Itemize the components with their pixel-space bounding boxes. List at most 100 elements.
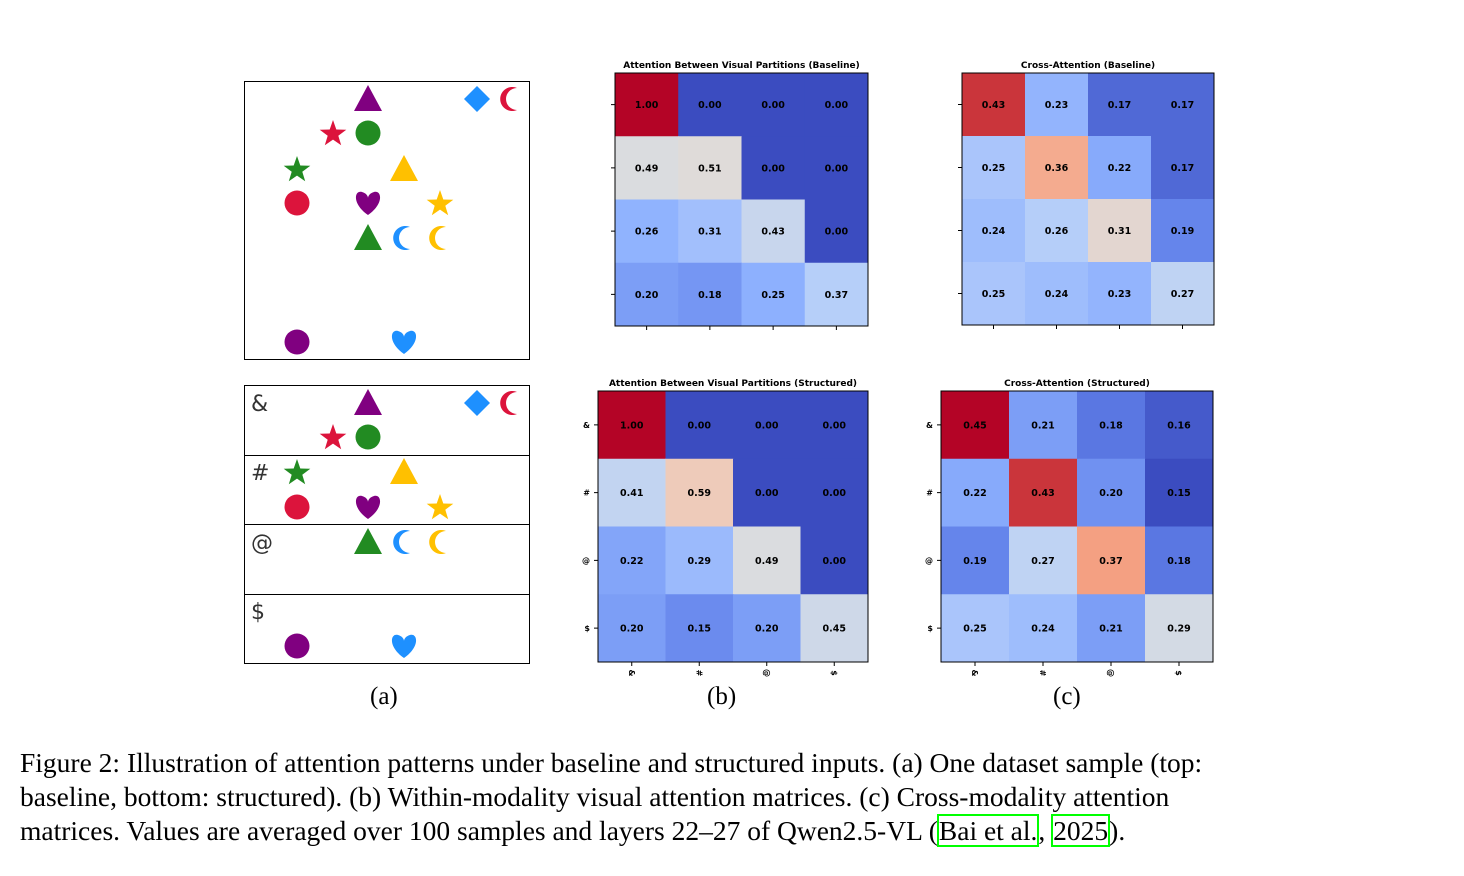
heatmap-frame [961,72,1215,326]
heatmap-cell-label: 0.25 [761,290,784,301]
crescent-icon [429,530,446,554]
circle-icon [284,633,310,659]
star-icon [319,120,347,146]
heatmap-cell-label: 0.00 [825,227,849,238]
heatmap-cell [941,458,1010,527]
heatmap-cell-label: 0.00 [823,420,847,431]
heatmap-title: Cross-Attention (Structured) [1004,379,1150,389]
heatmap-cell-label: 0.20 [635,290,659,301]
heatmap-title: Attention Between Visual Partitions (Bas… [623,61,860,71]
heatmap-cell [1025,136,1089,200]
heatmap-cell [1025,262,1089,326]
heatmap-cell-label: 0.00 [688,420,712,431]
star-icon [426,494,454,520]
citation-year-link[interactable]: 2025 [1051,814,1111,847]
crescent-icon [500,390,517,415]
heatmap-cell-label: 0.00 [761,100,785,111]
heatmap-cell-label: 0.59 [688,488,711,499]
heatmap-cell-label: 0.37 [825,290,848,301]
heatmap-cell-label: 0.24 [982,226,1006,237]
heatmap-cell [1151,136,1215,200]
star-icon [283,156,311,182]
heatmap-cell [1009,526,1078,595]
sublabel-c: (c) [1053,683,1081,710]
triangle-icon [390,458,418,484]
heatmap-cell-label: 0.43 [1031,488,1054,499]
x-tick-label: @ [1106,669,1115,677]
heatmap-cell-label: 0.21 [1031,420,1054,431]
citation-close: ). [1109,815,1126,846]
heatmap-cell [1088,199,1152,263]
heatmap-cell-label: 0.43 [982,100,1005,111]
heatmap-cell [741,199,806,264]
heatmap-cell-label: 0.45 [823,624,846,635]
heatmap-cell-label: 0.31 [698,227,721,238]
heatmap-cell [1145,391,1214,460]
heart-icon [355,495,381,519]
heatmap-cell-label: 0.31 [1108,226,1131,237]
diamond-icon [464,86,490,112]
heatmap-cell-label: 0.22 [620,556,643,567]
heatmap-cell [1088,73,1152,137]
heatmap-cell [1145,458,1214,527]
circle-icon [284,494,310,520]
triangle-icon [354,85,382,111]
heatmap-cell [665,458,734,527]
heatmap-cell-label: 0.00 [755,420,779,431]
heatmap-cell [800,458,869,527]
heatmap-cell-label: 0.43 [761,227,784,238]
heatmap-cell-label: 0.37 [1099,556,1122,567]
heatmap-cell-label: 0.19 [1171,226,1194,237]
heatmap-cell [598,594,666,663]
heatmap-cell [615,199,679,264]
heatmap-cell-label: 0.17 [1171,100,1194,111]
triangle-icon [354,528,382,554]
star-icon [283,459,311,485]
heatmap-cell [1009,594,1078,663]
triangle-icon [354,224,382,250]
heatmap-cell [1009,458,1078,527]
heart-icon [355,191,381,215]
heatmap-cell-label: 0.18 [698,290,722,301]
caption-line-2: baseline, bottom: structured). (b) Withi… [20,781,1170,812]
heatmap-cell-label: 0.00 [761,163,785,174]
heatmap-cell-label: 0.51 [698,163,721,174]
heatmap-cell-label: 0.22 [1108,163,1131,174]
heatmap-cell [598,458,666,527]
heatmap-cell-label: 1.00 [635,100,659,111]
heatmap-cell-label: 0.00 [825,100,849,111]
heatmap-cell-label: 0.20 [1099,488,1123,499]
heatmap-cell [615,73,679,137]
x-tick-label: # [1038,670,1047,677]
heatmap-cell-label: 0.29 [1167,624,1190,635]
sample-structured-panel: & # @ $ [244,385,530,664]
heatmap-cell-label: 0.25 [982,163,1005,174]
x-tick-label: & [627,670,636,677]
heatmap-cell-label: 0.15 [1167,488,1190,499]
heatmap-cell-label: 0.22 [963,488,986,499]
heatmap-title: Cross-Attention (Baseline) [1021,61,1155,71]
x-tick-label: $ [1174,670,1183,676]
cross-attention-structured-heatmap: Cross-Attention (Structured) 0.45 0.21 0.18… [925,379,1214,677]
baseline-frame [244,81,530,360]
heatmap-cell-label: 0.25 [963,624,986,635]
heatmap-cell-label: 0.25 [982,289,1005,300]
heatmap-cell-label: 0.00 [698,100,722,111]
heatmap-frame [597,390,869,663]
caption-line-1: Figure 2: Illustration of attention patt… [20,747,1203,778]
heatmap-cell-label: 0.36 [1045,163,1069,174]
heatmap-cell-label: 0.18 [1167,556,1191,567]
heatmap-cell [678,73,742,137]
crescent-icon [393,225,410,251]
heatmap-cell-label: 0.27 [1171,289,1194,300]
circle-icon [284,190,310,216]
partition-label: $ [251,600,265,625]
heatmap-cell [800,594,869,663]
heatmap-cell [733,458,801,527]
citation-author-link[interactable]: Bai et al. [936,814,1040,847]
heatmap-cell [665,526,734,595]
x-tick-label: & [970,670,979,677]
heatmap-cell [962,199,1026,263]
heatmap-cell-label: 0.15 [688,624,711,635]
